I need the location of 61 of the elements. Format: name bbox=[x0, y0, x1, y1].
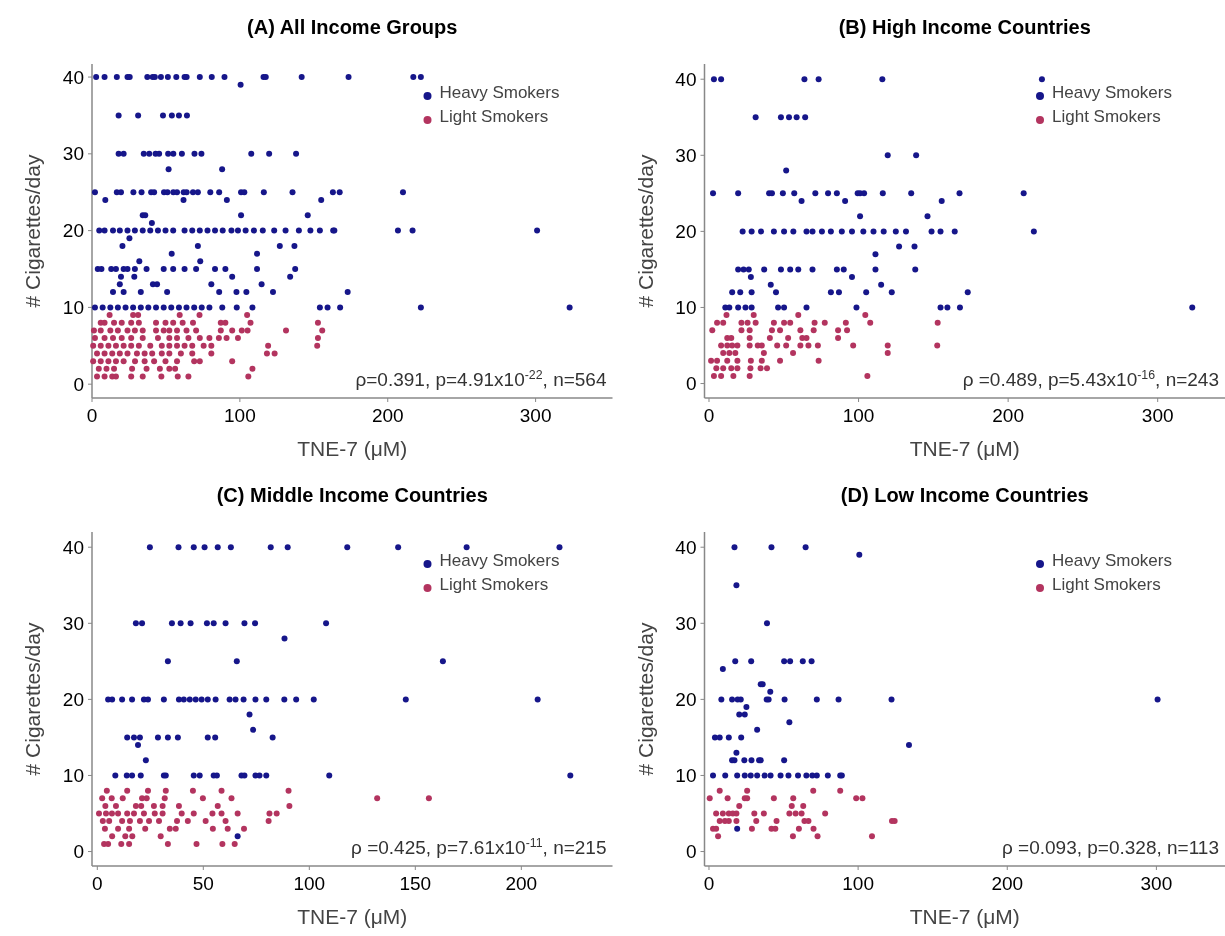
y-tick-label: 40 bbox=[675, 68, 697, 90]
chart-title: (D) Low Income Countries bbox=[840, 484, 1089, 506]
x-tick-label: 200 bbox=[991, 873, 1024, 894]
x-tick-label: 150 bbox=[399, 873, 432, 894]
x-tick-label: 0 bbox=[703, 405, 715, 426]
y-tick-label: 30 bbox=[675, 144, 697, 166]
y-tick-label: 40 bbox=[675, 536, 697, 558]
y-tick-label: 10 bbox=[675, 765, 697, 787]
y-tick-label: 40 bbox=[62, 536, 84, 558]
x-tick-label: 200 bbox=[505, 873, 538, 894]
x-tick-label: 100 bbox=[842, 873, 874, 894]
y-tick-label: 20 bbox=[675, 221, 697, 243]
x-tick-label: 200 bbox=[371, 405, 404, 426]
x-tick-label: 100 bbox=[224, 405, 256, 426]
y-axis-title: # Cigarettes/day bbox=[633, 622, 657, 776]
x-axis-title: TNE-7 (μM) bbox=[297, 437, 408, 460]
y-axis-title: # Cigarettes/day bbox=[21, 154, 44, 308]
y-tick-label: 0 bbox=[685, 373, 697, 395]
x-tick-label: 100 bbox=[842, 405, 875, 426]
chart-title: (C) Middle Income Countries bbox=[216, 484, 488, 506]
x-tick-label: 0 bbox=[703, 873, 715, 894]
legend-label: Heavy Smokers bbox=[439, 82, 560, 102]
legend-label: Light Smokers bbox=[439, 106, 549, 126]
x-axis-title: TNE-7 (μM) bbox=[909, 437, 1020, 460]
annotation: ρ =0.093, p=0.328, n=113 bbox=[1001, 837, 1219, 858]
x-tick-label: 300 bbox=[519, 405, 552, 426]
y-tick-label: 10 bbox=[62, 297, 84, 319]
x-tick-label: 200 bbox=[992, 405, 1024, 426]
y-axis-title: # Cigarettes/day bbox=[633, 154, 657, 308]
legend-label: Light Smokers bbox=[439, 574, 549, 594]
x-axis-title: TNE-7 (μM) bbox=[297, 905, 408, 928]
legend-label: Heavy Smokers bbox=[1052, 82, 1172, 102]
x-tick-label: 0 bbox=[92, 873, 103, 894]
x-tick-label: 300 bbox=[1140, 873, 1173, 894]
y-tick-label: 0 bbox=[73, 841, 84, 863]
legend-label: Light Smokers bbox=[1052, 106, 1161, 126]
x-tick-label: 100 bbox=[293, 873, 326, 894]
legend-label: Light Smokers bbox=[1052, 574, 1161, 594]
legend-label: Heavy Smokers bbox=[1052, 550, 1172, 570]
chart-title: (A) All Income Groups bbox=[247, 16, 458, 38]
annotation: ρ =0.425, p=7.61x10$^{-11}$, n=215 bbox=[351, 836, 607, 858]
y-tick-label: 30 bbox=[675, 612, 697, 634]
x-tick-label: 50 bbox=[192, 873, 214, 894]
y-tick-label: 20 bbox=[675, 689, 697, 711]
annotation: ρ =0.489, p=5.43x10$^{-16}$, n=243 bbox=[962, 368, 1219, 390]
y-tick-label: 20 bbox=[62, 220, 84, 242]
y-tick-label: 0 bbox=[73, 373, 84, 395]
y-tick-label: 30 bbox=[62, 143, 84, 165]
y-tick-label: 40 bbox=[62, 66, 84, 88]
y-tick-label: 20 bbox=[62, 689, 84, 711]
chart-title: (B) High Income Countries bbox=[838, 16, 1091, 38]
y-tick-label: 10 bbox=[62, 765, 84, 787]
x-tick-label: 0 bbox=[86, 405, 98, 426]
legend-label: Heavy Smokers bbox=[439, 550, 560, 570]
x-tick-label: 300 bbox=[1141, 405, 1174, 426]
x-axis-title: TNE-7 (μM) bbox=[909, 905, 1020, 928]
y-tick-label: 10 bbox=[675, 297, 697, 319]
y-tick-label: 30 bbox=[62, 612, 84, 634]
y-tick-label: 0 bbox=[685, 841, 697, 863]
annotation: ρ=0.391, p=4.91x10$^{-22}$, n=564 bbox=[355, 368, 607, 390]
y-axis-title: # Cigarettes/day bbox=[21, 622, 44, 776]
